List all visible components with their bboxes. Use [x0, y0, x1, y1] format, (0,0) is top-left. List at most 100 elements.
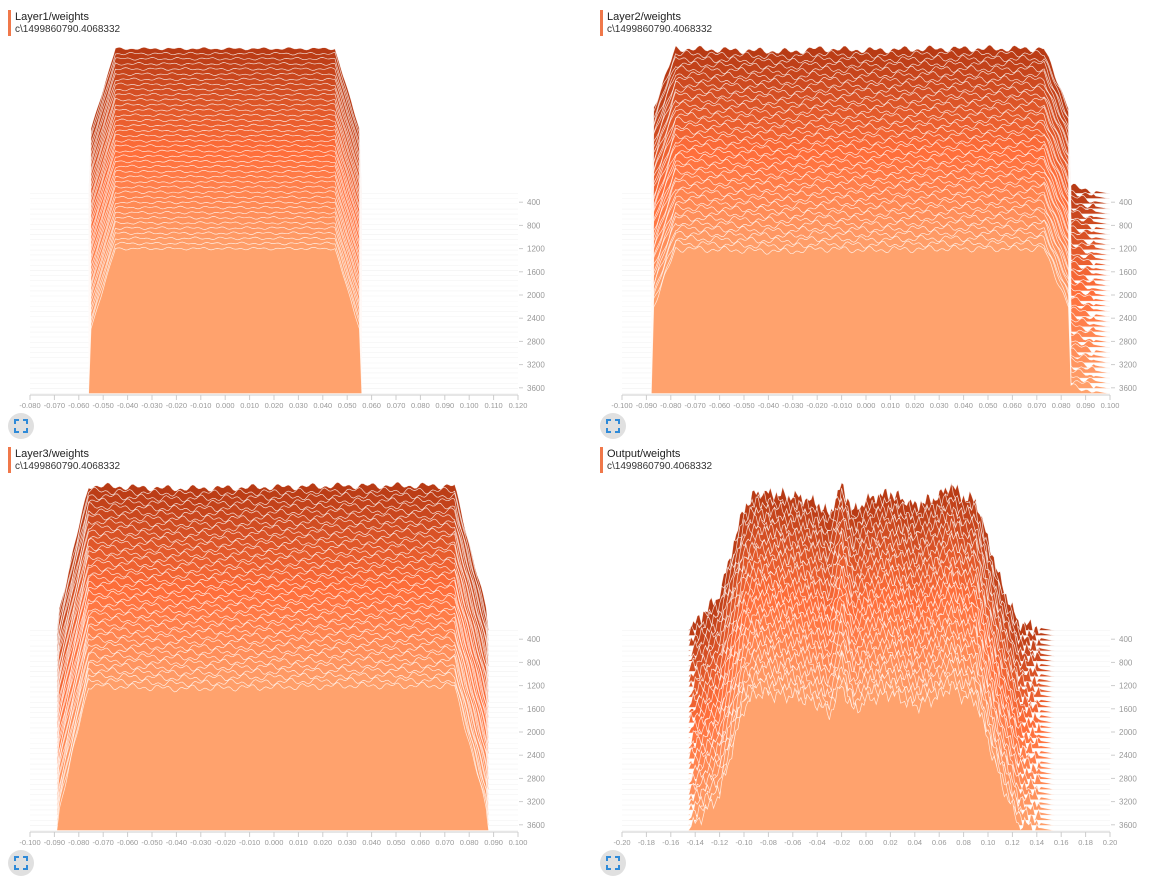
histogram-ridge: [30, 246, 518, 394]
x-tick-label: 0.050: [338, 401, 357, 410]
x-tick-label: 0.010: [240, 401, 259, 410]
y-tick-label: 3600: [1119, 821, 1137, 830]
x-tick-label: -0.010: [239, 838, 260, 847]
x-tick-label: 0.020: [313, 838, 332, 847]
y-tick-label: 2400: [527, 314, 545, 323]
run-name: c\1499860790.4068332: [607, 24, 713, 35]
x-tick-label: -0.070: [685, 401, 706, 410]
x-tick-label: 0.040: [954, 401, 973, 410]
x-tick-label: 0.030: [930, 401, 949, 410]
x-tick-label: -0.010: [831, 401, 852, 410]
y-tick-label: 3200: [527, 798, 545, 807]
x-tick-label: 0.090: [1076, 401, 1095, 410]
expand-button[interactable]: [8, 413, 34, 439]
fullscreen-icon: [606, 856, 620, 870]
x-tick-label: -0.08: [760, 838, 777, 847]
x-tick-label: 0.000: [857, 401, 876, 410]
fullscreen-icon: [14, 856, 28, 870]
x-tick-label: 0.040: [362, 838, 381, 847]
x-tick-label: -0.040: [758, 401, 779, 410]
y-tick-label: 400: [1119, 635, 1133, 644]
x-tick-label: -0.060: [117, 838, 138, 847]
y-tick-label: 2000: [527, 728, 545, 737]
x-tick-label: 0.060: [362, 401, 381, 410]
x-tick-label: -0.06: [784, 838, 801, 847]
x-tick-label: -0.10: [735, 838, 752, 847]
y-tick-label: 2000: [527, 291, 545, 300]
x-tick-label: 0.060: [411, 838, 430, 847]
x-tick-label: 0.060: [1003, 401, 1022, 410]
x-tick-label: 0.12: [1005, 838, 1020, 847]
x-tick-label: 0.04: [907, 838, 922, 847]
y-tick-label: 1600: [527, 705, 545, 714]
x-tick-label: -0.050: [733, 401, 754, 410]
x-tick-label: -0.02: [833, 838, 850, 847]
y-tick-label: 2000: [1119, 291, 1137, 300]
y-tick-label: 2800: [1119, 774, 1137, 783]
y-tick-label: 1600: [1119, 268, 1137, 277]
x-tick-label: 0.070: [435, 838, 454, 847]
x-tick-label: 0.120: [509, 401, 528, 410]
x-tick-label: 0.100: [460, 401, 479, 410]
y-tick-label: 3600: [1119, 384, 1137, 393]
accent-bar: [8, 10, 11, 36]
x-tick-label: -0.060: [68, 401, 89, 410]
fullscreen-icon: [14, 419, 28, 433]
x-tick-label: -0.080: [19, 401, 40, 410]
x-tick-label: -0.050: [141, 838, 162, 847]
histogram-panel-layer1: Layer1/weights c\1499860790.4068332 -0.0…: [0, 0, 575, 445]
x-tick-label: 0.080: [411, 401, 430, 410]
y-tick-label: 2800: [527, 337, 545, 346]
y-tick-label: 2800: [527, 774, 545, 783]
y-tick-label: 1200: [1119, 245, 1137, 254]
x-tick-label: -0.090: [44, 838, 65, 847]
chart-title: Layer3/weights: [15, 448, 89, 460]
histogram-ridge: [30, 681, 518, 831]
x-tick-label: 0.000: [216, 401, 235, 410]
y-tick-label: 3200: [527, 361, 545, 370]
expand-button[interactable]: [8, 850, 34, 876]
x-tick-label: -0.14: [687, 838, 704, 847]
x-tick-label: -0.070: [44, 401, 65, 410]
histogram-chart: -0.100 -0.090 -0.080 -0.070 -0.060 -0.050 -0.0…: [19, 481, 545, 847]
run-name: c\1499860790.4068332: [15, 461, 121, 472]
expand-button[interactable]: [600, 850, 626, 876]
x-tick-label: -0.020: [807, 401, 828, 410]
x-tick-label: 0.050: [387, 838, 406, 847]
expand-button[interactable]: [600, 413, 626, 439]
x-tick-label: 0.040: [313, 401, 332, 410]
y-tick-label: 3200: [1119, 361, 1137, 370]
chart-title: Output/weights: [607, 448, 681, 460]
y-tick-label: 2000: [1119, 728, 1137, 737]
y-tick-label: 1600: [1119, 705, 1137, 714]
histogram-panel-output: Output/weights c\1499860790.4068332 -0.2…: [592, 437, 1154, 882]
x-tick-label: -0.030: [190, 838, 211, 847]
y-tick-label: 3200: [1119, 798, 1137, 807]
x-tick-label: -0.030: [782, 401, 803, 410]
y-tick-label: 800: [527, 221, 541, 230]
y-tick-label: 1200: [527, 245, 545, 254]
x-tick-label: 0.070: [387, 401, 406, 410]
run-name: c\1499860790.4068332: [15, 24, 121, 35]
y-tick-label: 800: [1119, 221, 1133, 230]
x-tick-label: 0.16: [1054, 838, 1069, 847]
x-tick-label: 0.080: [1052, 401, 1071, 410]
x-tick-label: -0.12: [711, 838, 728, 847]
x-tick-label: -0.040: [117, 401, 138, 410]
x-tick-label: -0.18: [638, 838, 655, 847]
y-tick-label: 400: [1119, 198, 1133, 207]
x-tick-label: -0.030: [141, 401, 162, 410]
accent-bar: [600, 447, 603, 473]
histogram-chart: -0.20 -0.18 -0.16 -0.14 -0.12 -0.10 -0.08 -0.06…: [613, 481, 1137, 847]
x-tick-label: 0.20: [1103, 838, 1118, 847]
x-tick-label: 0.070: [1027, 401, 1046, 410]
x-tick-label: -0.080: [68, 838, 89, 847]
histogram-chart: -0.080 -0.070 -0.060 -0.050 -0.040 -0.030 -0.0…: [19, 46, 545, 410]
y-tick-label: 400: [527, 635, 541, 644]
y-tick-label: 1200: [1119, 682, 1137, 691]
y-tick-label: 800: [527, 658, 541, 667]
x-tick-label: 0.18: [1078, 838, 1093, 847]
x-tick-label: -0.020: [215, 838, 236, 847]
y-tick-label: 2800: [1119, 337, 1137, 346]
x-tick-label: 0.10: [981, 838, 996, 847]
